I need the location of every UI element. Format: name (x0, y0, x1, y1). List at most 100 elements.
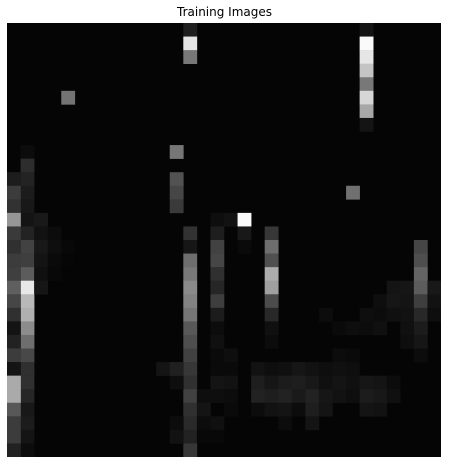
pixel-cell (386, 280, 401, 295)
pixel-cell (237, 226, 252, 241)
pixel-cell (359, 77, 374, 92)
pixel-cell (224, 362, 238, 376)
pixel-cell (346, 348, 360, 363)
pixel-cell (47, 226, 62, 241)
pixel-cell (20, 416, 35, 431)
pixel-cell (305, 389, 320, 404)
pixel-cell (20, 280, 35, 295)
pixel-cell (210, 267, 225, 281)
pixel-cell (332, 362, 347, 376)
pixel-cell (210, 294, 225, 309)
pixel-cell (34, 226, 48, 241)
pixel-cell (359, 375, 374, 390)
pixel-cell (196, 416, 211, 431)
pixel-cell (169, 145, 184, 159)
pixel-cell (278, 416, 293, 431)
pixel-cell (210, 334, 225, 349)
pixel-cell (264, 402, 279, 417)
pixel-cell (7, 321, 21, 336)
pixel-cell (305, 416, 320, 431)
pixel-cell (183, 429, 198, 444)
pixel-cell (47, 253, 62, 268)
pixel-cell (196, 402, 211, 417)
pixel-cell (359, 321, 374, 336)
pixel-cell (278, 389, 293, 404)
pixel-cell (400, 307, 415, 322)
pixel-cell (400, 294, 415, 309)
pixel-cell (359, 36, 374, 51)
pixel-cell (413, 240, 428, 254)
pixel-cell (278, 402, 293, 417)
pixel-cell (264, 307, 279, 322)
pixel-cell (251, 362, 265, 376)
pixel-cell (183, 50, 198, 64)
pixel-cell (210, 212, 225, 227)
pixel-cell (20, 212, 35, 227)
pixel-cell (183, 348, 198, 363)
pixel-cell (359, 402, 374, 417)
pixel-cell (373, 389, 388, 404)
pixel-cell (305, 402, 320, 417)
pixel-cell (20, 294, 35, 309)
pixel-cell (183, 402, 198, 417)
pixel-cell (7, 267, 21, 281)
pixel-cell (183, 280, 198, 295)
pixel-cell (359, 90, 374, 105)
pixel-cell (291, 375, 306, 390)
pixel-cell (61, 253, 76, 268)
pixel-cell (264, 267, 279, 281)
pixel-cell (386, 375, 401, 390)
pixel-cell (183, 443, 198, 457)
pixel-cell (427, 307, 441, 322)
pixel-cell (210, 375, 225, 390)
pixel-cell (7, 389, 21, 404)
pixel-cell (183, 36, 198, 51)
pixel-cell (7, 416, 21, 431)
image-grid-frame (7, 23, 441, 457)
pixel-cell (156, 362, 171, 376)
pixel-cell (183, 389, 198, 404)
pixel-cell (61, 90, 76, 105)
pixel-cell (7, 375, 21, 390)
pixel-cell (373, 321, 388, 336)
pixel-cell (264, 294, 279, 309)
pixel-cell (196, 429, 211, 444)
pixel-cell (20, 389, 35, 404)
pixel-cell (7, 280, 21, 295)
pixel-cell (373, 294, 388, 309)
pixel-cell (264, 389, 279, 404)
pixel-cell (386, 307, 401, 322)
pixel-cell (20, 199, 35, 214)
pixel-cell (169, 199, 184, 214)
pixel-cell (359, 23, 374, 37)
pixel-cell (7, 334, 21, 349)
pixel-cell (20, 402, 35, 417)
pixel-cell (359, 307, 374, 322)
pixel-cell (20, 253, 35, 268)
pixel-cell (305, 375, 320, 390)
pixel-cell (332, 321, 347, 336)
pixel-cell (346, 389, 360, 404)
pixel-cell (359, 50, 374, 64)
pixel-cell (20, 362, 35, 376)
pixel-cell (400, 321, 415, 336)
pixel-cell (413, 294, 428, 309)
pixel-cell (34, 212, 48, 227)
pixel-grid (7, 23, 441, 457)
pixel-cell (359, 389, 374, 404)
pixel-cell (373, 402, 388, 417)
pixel-cell (264, 226, 279, 241)
pixel-cell (7, 212, 21, 227)
pixel-cell (264, 240, 279, 254)
pixel-cell (224, 389, 238, 404)
pixel-cell (20, 158, 35, 173)
pixel-cell (169, 429, 184, 444)
pixel-cell (183, 334, 198, 349)
pixel-cell (7, 294, 21, 309)
pixel-cell (264, 280, 279, 295)
pixel-cell (237, 212, 252, 227)
pixel-cell (291, 362, 306, 376)
pixel-cell (183, 226, 198, 241)
pixel-cell (34, 280, 48, 295)
pixel-cell (332, 389, 347, 404)
